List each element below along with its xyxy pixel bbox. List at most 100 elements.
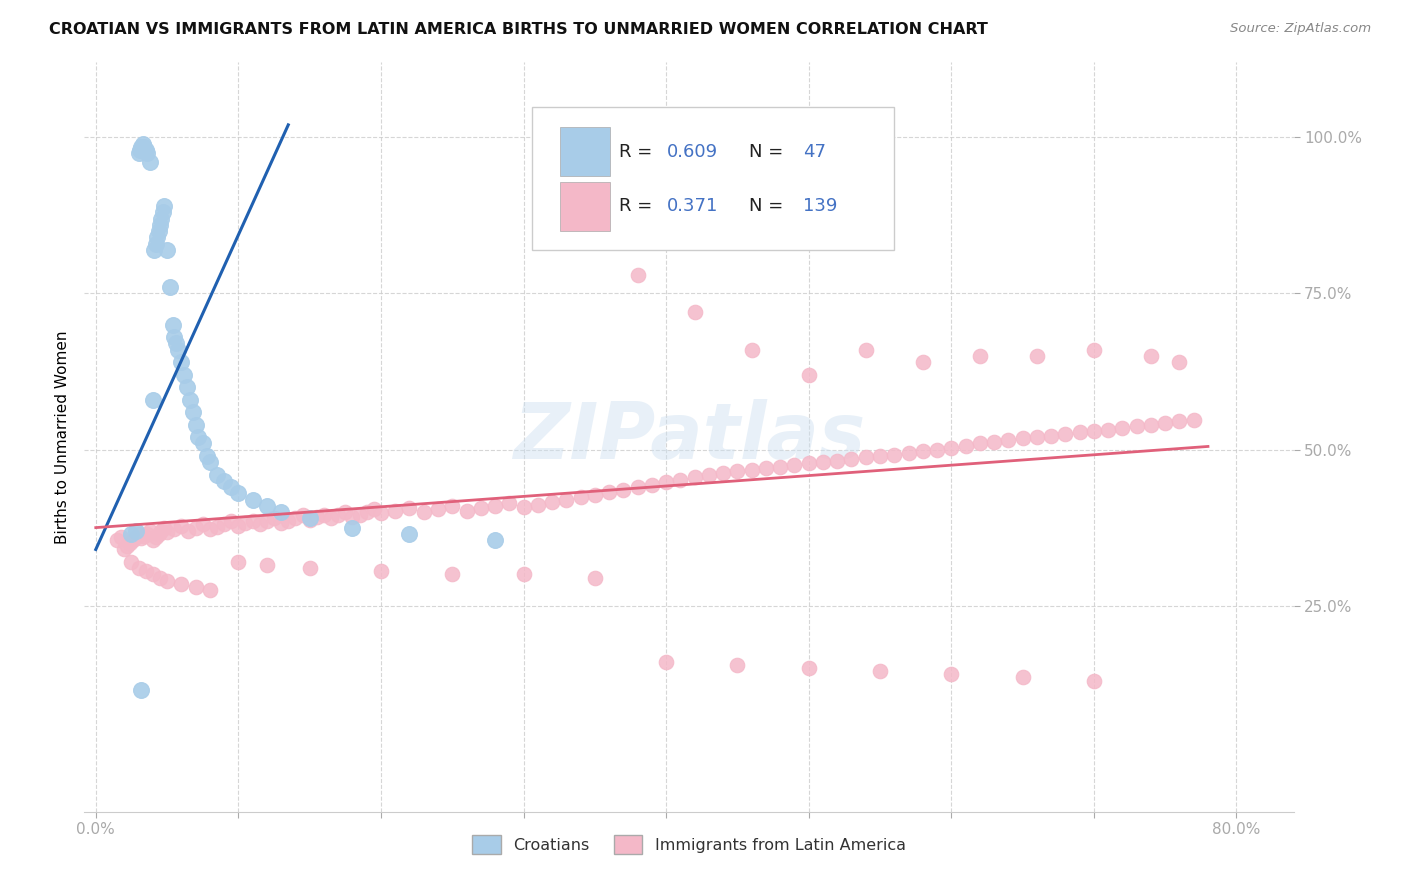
Point [148,526,170,541]
Point [105,533,128,548]
Point [184,417,207,432]
Point [125,530,148,544]
Point [159,280,181,294]
Point [883,448,905,462]
Text: N =: N = [749,143,789,161]
Point [1125,418,1147,433]
Point [128,146,150,161]
Point [1054,427,1077,442]
Point [198,583,221,598]
Point [228,486,250,500]
Y-axis label: Births to Unmarried Women: Births to Unmarried Women [55,330,70,544]
Point [198,455,221,469]
Point [470,501,492,516]
Point [1140,417,1163,432]
Point [191,436,214,450]
Point [1168,355,1191,369]
Point [128,561,150,575]
Point [841,451,863,466]
Point [150,211,173,226]
Point [139,155,162,169]
Point [134,140,156,154]
Point [825,454,848,468]
Point [655,475,678,489]
Point [219,480,242,494]
Point [328,508,350,523]
Point [342,521,364,535]
FancyBboxPatch shape [531,107,894,250]
Point [270,505,292,519]
Point [142,392,165,407]
Point [755,461,778,475]
Point [855,450,877,464]
Point [242,514,264,528]
Point [741,462,763,476]
Point [153,521,176,535]
Text: 47: 47 [803,143,825,161]
Point [242,492,264,507]
Point [669,473,692,487]
Point [112,542,135,557]
Point [143,243,166,257]
Point [284,511,307,525]
Legend: Croatians, Immigrants from Latin America: Croatians, Immigrants from Latin America [465,829,912,860]
Point [370,565,392,579]
Point [120,555,142,569]
Point [811,455,834,469]
Point [179,392,201,407]
Point [131,683,153,698]
Text: R =: R = [619,197,658,215]
Point [484,533,506,548]
Point [150,524,173,538]
FancyBboxPatch shape [560,128,610,176]
Point [145,236,167,251]
Point [118,536,141,550]
Point [228,555,250,569]
Point [969,349,991,363]
Point [263,511,285,525]
Point [897,446,920,460]
Point [363,501,385,516]
Point [583,487,606,501]
Point [120,526,142,541]
Point [655,655,678,669]
Point [925,442,948,457]
Point [1097,423,1119,437]
Point [1182,412,1205,426]
Point [121,533,143,548]
Point [512,500,534,514]
Point [181,405,204,419]
Text: CROATIAN VS IMMIGRANTS FROM LATIN AMERICA BIRTHS TO UNMARRIED WOMEN CORRELATION : CROATIAN VS IMMIGRANTS FROM LATIN AMERIC… [49,22,988,37]
Point [146,230,169,244]
Point [177,524,200,538]
Point [298,511,321,525]
Point [1140,349,1163,363]
Text: 139: 139 [803,197,837,215]
Point [132,136,155,151]
Point [142,533,165,548]
Point [191,517,214,532]
Text: N =: N = [749,197,789,215]
Point [305,510,328,524]
Point [969,436,991,450]
Point [641,477,664,491]
Point [955,440,977,454]
Point [298,512,321,526]
Point [626,268,648,282]
Point [148,224,170,238]
Point [456,504,478,518]
Point [298,561,321,575]
Point [131,531,153,545]
Point [173,368,195,382]
Point [555,492,578,507]
Point [219,514,242,528]
Point [1040,429,1063,443]
Point [319,511,342,525]
Point [869,449,891,463]
Point [1069,425,1091,439]
Point [115,539,138,553]
Point [512,567,534,582]
Point [797,368,820,382]
Point [869,664,891,679]
Point [135,565,157,579]
